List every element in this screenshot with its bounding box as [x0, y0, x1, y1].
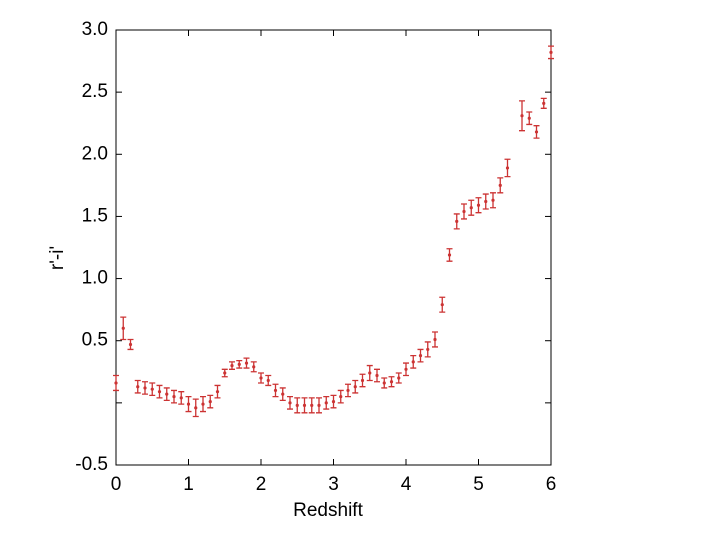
point	[165, 392, 169, 396]
x-tick-label: 1	[183, 474, 194, 495]
point	[331, 400, 336, 404]
y-tick-label: 1.5	[82, 205, 108, 226]
point	[288, 401, 292, 405]
point	[223, 371, 227, 375]
point	[520, 114, 524, 118]
x-tick-label: 3	[328, 474, 339, 495]
point	[143, 386, 147, 390]
point	[534, 130, 539, 134]
y-axis-label: r'-i'	[47, 246, 68, 270]
point	[375, 373, 379, 378]
point	[455, 219, 459, 223]
point	[469, 206, 473, 210]
point	[411, 360, 415, 364]
point	[194, 406, 198, 410]
point	[397, 376, 401, 380]
y-tick-label: -0.5	[75, 454, 108, 475]
point	[128, 342, 133, 347]
point	[440, 303, 444, 307]
point	[324, 401, 328, 405]
point	[237, 362, 241, 366]
point	[259, 376, 263, 380]
point	[281, 392, 285, 396]
y-tick-label: 2.0	[82, 143, 108, 164]
point	[114, 381, 118, 385]
point	[252, 365, 256, 369]
point	[447, 253, 452, 257]
x-tick-label: 6	[546, 474, 557, 495]
point	[484, 199, 488, 204]
y-tick-label: 0.5	[82, 330, 108, 351]
point	[310, 403, 314, 407]
point	[549, 50, 553, 54]
point	[418, 354, 423, 358]
point	[230, 363, 234, 368]
point	[542, 101, 546, 105]
x-axis-label: Redshift	[293, 500, 363, 521]
y-tick-label: 2.5	[82, 81, 108, 102]
point	[273, 388, 278, 393]
point	[476, 203, 481, 207]
point	[136, 385, 140, 389]
point	[433, 337, 437, 342]
point	[186, 402, 191, 406]
point	[244, 361, 249, 365]
point	[462, 209, 466, 214]
point	[172, 395, 176, 399]
point	[360, 378, 365, 383]
point	[317, 403, 321, 407]
point	[353, 385, 357, 389]
x-tick-label: 5	[473, 474, 484, 495]
point	[208, 400, 212, 404]
point	[302, 403, 307, 407]
point	[498, 183, 502, 187]
point	[339, 395, 343, 399]
x-tick-label: 2	[256, 474, 267, 495]
point	[389, 380, 394, 384]
point	[505, 166, 510, 170]
point	[215, 390, 220, 394]
point	[150, 387, 154, 391]
y-tick-label: 1.0	[82, 268, 108, 289]
point	[368, 371, 372, 375]
point	[295, 403, 299, 407]
point	[346, 388, 350, 393]
point	[382, 381, 386, 385]
point	[404, 367, 408, 371]
point	[121, 326, 125, 330]
point	[179, 396, 183, 400]
x-tick-label: 0	[111, 474, 122, 495]
point	[266, 378, 270, 383]
x-tick-label: 4	[401, 474, 412, 495]
point	[491, 198, 495, 202]
point	[527, 116, 531, 120]
y-tick-label: 3.0	[82, 19, 108, 40]
point	[201, 402, 205, 406]
point	[157, 390, 162, 394]
point	[426, 347, 430, 352]
